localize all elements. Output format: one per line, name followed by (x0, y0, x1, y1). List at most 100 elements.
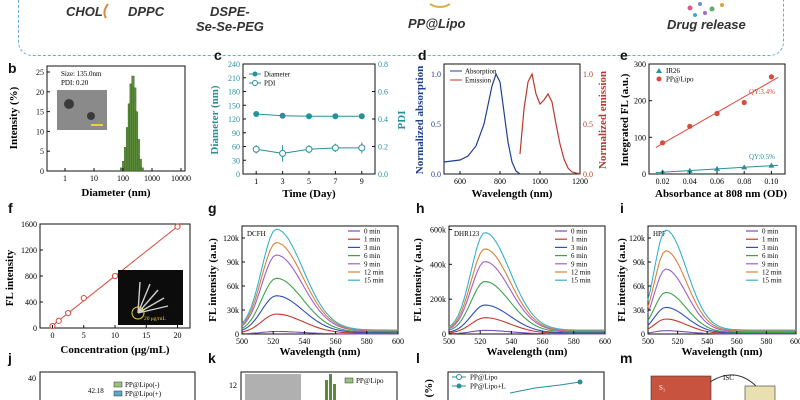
panel-letter-f: f (8, 200, 13, 216)
y-tick-label: 0 (33, 324, 37, 333)
spectrum-line (241, 313, 398, 334)
y-tick-label: 210 (228, 74, 240, 83)
y-axis-title: Normalized absorption (414, 66, 426, 174)
y-tick-label: 0.0 (378, 170, 388, 179)
legend: Absorption Emission (450, 68, 497, 85)
plot-frame (447, 371, 605, 400)
x-tick-label: 10000 (171, 174, 191, 183)
diagram-m: S₁ ISC (650, 374, 776, 400)
y2-ticks: 0.0 0.2 0.4 0.6 0.8 (372, 60, 388, 179)
data-point (55, 317, 62, 324)
x-tick-label: 520 (672, 337, 684, 346)
chart-l: e (%) PP@Lipo PP@Lipo+L (423, 371, 605, 400)
x-tick-label: 580 (568, 337, 580, 346)
x-tick-label: 600 (599, 337, 611, 346)
s1-label: S₁ (659, 384, 665, 392)
y-ticks: 0 30k 60k 90k 120k (629, 234, 651, 339)
chart-j: 40 42.18 PP@Lipo(-) PP@Lipo(+) (28, 371, 196, 400)
x-axis-title: Wavelength (nm) (487, 346, 568, 358)
y-axis-title: e (%) (423, 379, 435, 400)
x-tick-label: 1200 (572, 177, 588, 186)
panel-letter-c: c (214, 47, 222, 63)
y-tick-label: 0 (235, 330, 239, 339)
legend-label: 6 min (571, 252, 588, 260)
bars (120, 75, 144, 172)
y-ticks: 0 100 200 300 (634, 60, 652, 179)
data-point-pp-lipo (741, 99, 747, 106)
legend-label: PP@Lipo(+) (125, 390, 162, 398)
y-tick-label: 20 (36, 88, 44, 97)
x-tick-label: 560 (537, 337, 549, 346)
panel-letter-l: l (416, 350, 420, 366)
x-axis-title: Wavelength (nm) (280, 346, 361, 358)
data-point-pdi (358, 144, 366, 152)
x-tick-label: 1 (254, 177, 258, 186)
plot-frame (46, 65, 186, 172)
label-chol: CHOL (66, 4, 103, 19)
panel-letter-d: d (418, 47, 427, 63)
y-tick-label: 30k (227, 306, 239, 315)
data-point-pdi (331, 144, 339, 152)
qy-annotation-pp-lipo: QY:3.4% (749, 88, 775, 96)
x-tick-label: 15 (142, 331, 150, 340)
inset-marker (131, 306, 145, 320)
data-point-pp-lipo (660, 140, 666, 146)
legend-marker (456, 374, 462, 380)
x-ticks: 600 800 1000 1200 (454, 171, 588, 186)
panel-letter-i: i (620, 200, 624, 216)
spectrum-line (241, 295, 398, 334)
plot-frame (443, 63, 581, 175)
y-tick: 40 (28, 374, 36, 383)
data-point-pp-lipo (714, 110, 720, 117)
x-ticks: 1 10 100 1000 10000 (63, 168, 191, 183)
x-tick-label: 20 (174, 331, 182, 340)
spectrum-line (647, 268, 796, 333)
histogram-bar (329, 374, 332, 400)
y-tick-label: 300 (634, 60, 646, 69)
y-tick-label: 1.0 (431, 70, 441, 79)
x-tick-label: 520 (474, 337, 486, 346)
size-annotation: Size: 135.0nm (61, 70, 102, 78)
drug-release-icon (687, 2, 724, 17)
legend-pp-lipo: PP@Lipo (666, 76, 694, 84)
x-tick-label: 100 (117, 174, 129, 183)
energy-level-s1 (650, 375, 712, 400)
chart-b: Size: 135.0nm PDI: 0.20 1 10 100 1000 10000 … (8, 65, 191, 199)
data-point-ir26 (741, 164, 748, 170)
legend-label: 15 min (571, 277, 591, 285)
data-point-pdi (252, 145, 260, 153)
legend-swatch (113, 381, 123, 388)
y2-ticks: 0.0 0.5 1.0 (583, 70, 593, 179)
data-point (174, 223, 181, 230)
panel-letter-k: k (208, 350, 216, 366)
data-point (111, 272, 119, 280)
spectrum-line (241, 330, 398, 335)
y-tick-label: 120k (629, 234, 645, 243)
y-axis-title: Integrated FL (a.u.) (619, 73, 631, 166)
label-pp-lipo: PP@Lipo (408, 16, 466, 31)
chart-c: Diameter PDI 1 3 5 7 9 0 30 60 90 120 150 180 210 24… (209, 60, 408, 200)
x-tick-label: 600 (790, 337, 800, 346)
x-ticks: 500 520 540 560 580 600 (443, 331, 611, 346)
schematic-banner (18, 0, 784, 56)
y-tick-label: 5 (40, 147, 44, 156)
plot-series (49, 223, 181, 330)
y2-tick-label: 1.0 (583, 70, 593, 79)
histogram-bar (333, 384, 336, 400)
panel-letter-b: b (8, 60, 17, 76)
legend-label: 15 min (364, 277, 384, 285)
legend-ir26: IR26 (666, 67, 681, 75)
legend-marker-pp-lipo (656, 76, 662, 82)
y-axis-title: FL intensity (4, 249, 16, 306)
data-point (65, 309, 72, 317)
data-point-diameter (306, 113, 312, 120)
panel-letter-m: m (620, 350, 633, 366)
spectrum-line (241, 241, 398, 332)
legend-label: 9 min (364, 260, 381, 268)
y-tick-label: 0 (641, 330, 645, 339)
tem-inset-image (57, 90, 107, 130)
legend-label: 1 min (762, 236, 779, 244)
